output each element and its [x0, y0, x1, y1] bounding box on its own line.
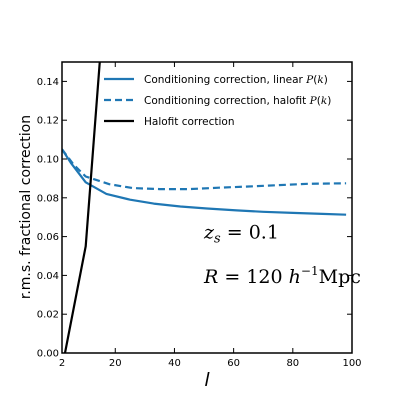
- series-line-2: [62, 148, 347, 191]
- x-tick-label: 2: [59, 358, 65, 369]
- x-tick-label: 20: [109, 358, 122, 369]
- y-tick-label: 0.06: [37, 232, 59, 243]
- y-tick-label: 0.00: [37, 349, 59, 360]
- legend-label-3: Halofit correction: [144, 116, 235, 128]
- y-tick-label: 0.02: [37, 310, 59, 321]
- y-tick-label: 0.14: [37, 77, 59, 88]
- y-axis-label: r.m.s. fractional correction: [18, 115, 34, 299]
- y-tick-label: 0.04: [37, 271, 59, 282]
- annotation-smoothing-scale: R = 120 h−1Mpc: [203, 264, 361, 288]
- y-tick-label: 0.12: [37, 116, 59, 127]
- y-tick-label: 0.08: [37, 193, 59, 204]
- x-tick-label: 60: [227, 358, 240, 369]
- x-tick-label: 40: [168, 358, 181, 369]
- x-tick-label: 80: [286, 358, 299, 369]
- x-tick-label: 100: [342, 358, 361, 369]
- series-line-1: [62, 148, 347, 216]
- legend-label-1: Conditioning correction, linear P(k): [144, 74, 328, 86]
- series-line-3: [63, 62, 101, 353]
- x-axis-label: l: [204, 369, 210, 391]
- y-tick-label: 0.10: [37, 155, 59, 166]
- plot-frame: [61, 61, 353, 354]
- legend: Conditioning correction, linear P(k) Cond…: [104, 74, 331, 128]
- legend-label-2: Conditioning correction, halofit P(k): [144, 95, 331, 107]
- annotation-source-redshift: zs = 0.1: [203, 222, 279, 247]
